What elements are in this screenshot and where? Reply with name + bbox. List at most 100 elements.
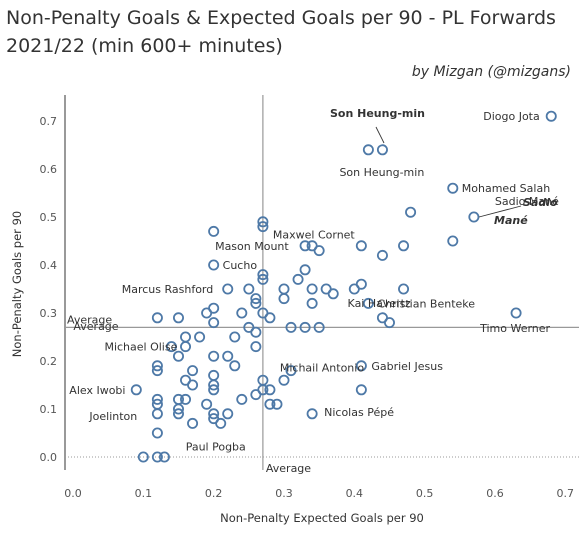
data-point bbox=[299, 264, 311, 276]
data-point bbox=[327, 288, 339, 300]
data-point bbox=[208, 317, 220, 329]
point-label: Kai Havertz bbox=[348, 297, 411, 310]
data-point bbox=[208, 379, 220, 391]
data-point bbox=[229, 331, 241, 343]
data-point bbox=[222, 408, 234, 420]
data-point bbox=[201, 398, 213, 410]
point-label: Christian Benteke bbox=[377, 297, 475, 310]
x-tick-label: 0.3 bbox=[275, 487, 293, 500]
point-label: Paul Pogba bbox=[186, 440, 246, 453]
data-point bbox=[278, 374, 290, 386]
data-point bbox=[137, 451, 149, 463]
data-point bbox=[222, 283, 234, 295]
y-average-label: Average bbox=[67, 313, 112, 326]
data-point bbox=[208, 225, 220, 237]
data-point bbox=[278, 293, 290, 305]
data-point bbox=[264, 384, 276, 396]
point-labels: Diogo Jota Son Heung-min Mohamed SalahSadi… bbox=[69, 107, 559, 453]
data-point bbox=[201, 307, 213, 319]
point-label: Diogo Jota bbox=[483, 110, 540, 123]
data-point bbox=[180, 393, 192, 405]
y-tick-label: 0.1 bbox=[40, 403, 58, 416]
data-point bbox=[285, 365, 297, 377]
data-point bbox=[355, 360, 367, 372]
data-point bbox=[250, 341, 262, 353]
x-average-label: Average bbox=[266, 462, 311, 475]
data-point bbox=[376, 144, 388, 156]
data-point bbox=[355, 240, 367, 252]
data-point bbox=[151, 408, 163, 420]
data-point bbox=[151, 360, 163, 372]
x-tick-label: 0.6 bbox=[486, 487, 504, 500]
point-label: Cucho bbox=[223, 259, 258, 272]
data-point bbox=[285, 321, 297, 333]
data-point bbox=[208, 259, 220, 271]
y-axis-ticks: 0.0 0.1 0.2 0.3 0.4 0.5 0.6 0.7 bbox=[40, 115, 58, 464]
data-point bbox=[250, 297, 262, 309]
data-point bbox=[306, 297, 318, 309]
data-point bbox=[180, 341, 192, 353]
point-label: Marcus Rashford bbox=[122, 283, 214, 296]
data-point bbox=[257, 273, 269, 285]
y-tick-label: 0.3 bbox=[40, 307, 58, 320]
data-point bbox=[208, 384, 220, 396]
annotation-connector bbox=[478, 205, 522, 218]
data-point bbox=[250, 293, 262, 305]
data-point bbox=[194, 331, 206, 343]
y-tick-label: 0.5 bbox=[40, 211, 58, 224]
annotation-mane: Mané bbox=[494, 214, 528, 227]
data-point bbox=[243, 283, 255, 295]
data-point bbox=[376, 249, 388, 261]
y-tick-label: 0.0 bbox=[40, 451, 58, 464]
x-axis-ticks: 0.0 0.1 0.2 0.3 0.4 0.5 0.6 0.7 bbox=[64, 487, 574, 500]
byline: by Mizgan (@mizgans) bbox=[411, 64, 571, 80]
data-point bbox=[151, 365, 163, 377]
point-label: Maxwel Cornet bbox=[273, 229, 356, 242]
data-point bbox=[151, 427, 163, 439]
data-point bbox=[313, 245, 325, 257]
point-label: Joelinton bbox=[88, 410, 137, 423]
data-point bbox=[355, 384, 367, 396]
point-label: Nicolas Pépé bbox=[324, 406, 394, 419]
data-point bbox=[355, 278, 367, 290]
y-tick-label: 0.2 bbox=[40, 355, 58, 368]
data-point bbox=[257, 221, 269, 233]
data-point bbox=[398, 240, 410, 252]
x-tick-label: 0.4 bbox=[346, 487, 364, 500]
data-point bbox=[172, 312, 184, 324]
data-point bbox=[208, 369, 220, 381]
y-axis-title: Non-Penalty Goals per 90 bbox=[10, 211, 24, 357]
data-point bbox=[172, 350, 184, 362]
data-point bbox=[250, 389, 262, 401]
data-point bbox=[362, 297, 374, 309]
data-point bbox=[215, 417, 227, 429]
data-point bbox=[362, 144, 374, 156]
point-label: Mohamed Salah bbox=[462, 182, 550, 195]
data-point bbox=[405, 206, 417, 218]
data-point bbox=[180, 331, 192, 343]
data-point bbox=[264, 312, 276, 324]
point-label: Average bbox=[73, 320, 118, 333]
data-point bbox=[151, 312, 163, 324]
data-point bbox=[299, 240, 311, 252]
point-label: Son Heung-min bbox=[339, 166, 424, 179]
data-point bbox=[158, 451, 170, 463]
data-point bbox=[447, 235, 459, 247]
y-tick-label: 0.7 bbox=[40, 115, 58, 128]
data-point bbox=[447, 182, 459, 194]
data-point bbox=[257, 216, 269, 228]
data-point bbox=[468, 211, 480, 223]
data-point bbox=[306, 283, 318, 295]
data-point bbox=[292, 273, 304, 285]
data-point bbox=[187, 365, 199, 377]
data-point bbox=[172, 403, 184, 415]
data-point bbox=[383, 317, 395, 329]
point-label: Sadio Mané bbox=[495, 195, 559, 208]
x-tick-label: 0.1 bbox=[135, 487, 153, 500]
data-point bbox=[278, 283, 290, 295]
y-tick-label: 0.4 bbox=[40, 259, 58, 272]
x-axis-title: Non-Penalty Expected Goals per 90 bbox=[220, 511, 424, 525]
point-label: Mason Mount bbox=[215, 240, 289, 253]
